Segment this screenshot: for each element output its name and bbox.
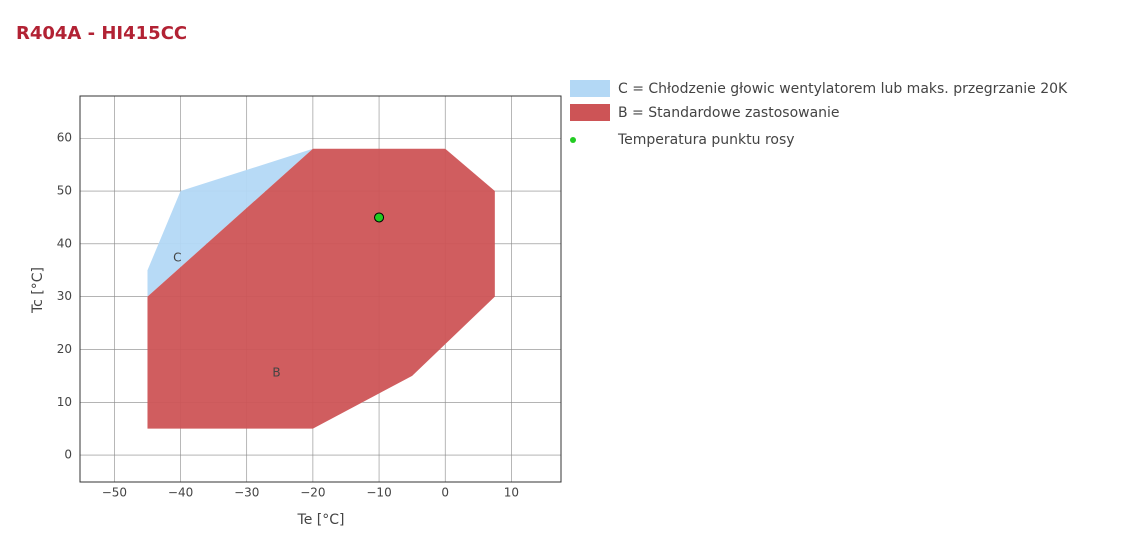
y-tick-label: 0 xyxy=(64,448,72,462)
x-axis-label: Te [°C] xyxy=(297,512,345,528)
plot-frame xyxy=(79,95,562,483)
legend-label: C = Chłodzenie głowic wentylatorem lub m… xyxy=(618,81,1068,97)
annotation: C xyxy=(173,251,181,265)
x-tick-label: −10 xyxy=(366,486,391,500)
legend-label: B = Standardowe zastosowanie xyxy=(618,105,840,121)
envelope-area xyxy=(147,148,495,429)
x-tick-label: −30 xyxy=(234,486,259,500)
annotation: B xyxy=(272,366,280,380)
x-tick-label: −20 xyxy=(300,486,325,500)
legend-label: Temperatura punktu rosy xyxy=(617,132,795,148)
y-tick-label: 20 xyxy=(57,342,72,356)
legend-swatch xyxy=(570,137,576,143)
data-point xyxy=(374,212,385,223)
x-tick-label: −50 xyxy=(102,486,127,500)
y-tick-label: 40 xyxy=(57,236,72,250)
y-tick-label: 10 xyxy=(57,395,72,409)
legend-swatch xyxy=(570,80,610,97)
x-tick-label: −40 xyxy=(168,486,193,500)
x-tick-label: 0 xyxy=(441,486,449,500)
chart-title: R404A - HI415CC xyxy=(16,23,187,44)
y-axis-label: Tc [°C] xyxy=(30,267,46,314)
y-tick-label: 60 xyxy=(57,131,72,145)
x-tick-label: 10 xyxy=(504,486,519,500)
y-tick-label: 30 xyxy=(57,289,72,303)
y-tick-label: 50 xyxy=(57,184,72,198)
legend-swatch xyxy=(570,104,610,121)
envelope-area xyxy=(147,148,313,297)
